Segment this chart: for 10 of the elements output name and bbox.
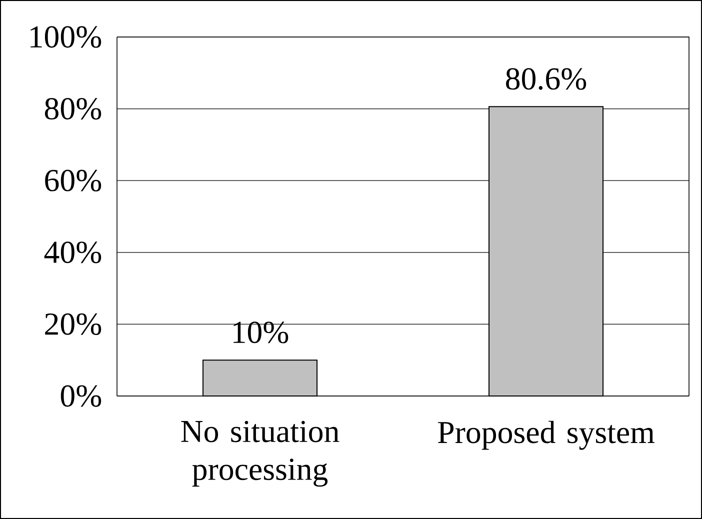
y-tick-label: 80% bbox=[44, 98, 102, 120]
x-tick-label: Proposed system bbox=[438, 420, 654, 450]
y-tick-label: 20% bbox=[45, 313, 102, 336]
y-tick-label: 100% bbox=[30, 26, 102, 48]
x-tick-label: No situation processing bbox=[181, 420, 340, 487]
y-tick-label: 60% bbox=[45, 170, 102, 192]
y-tick-label: 40% bbox=[44, 242, 102, 264]
data-label: 10% bbox=[234, 322, 288, 344]
y-tick-label: 0% bbox=[60, 385, 102, 407]
data-label: 80.6% bbox=[506, 68, 586, 90]
